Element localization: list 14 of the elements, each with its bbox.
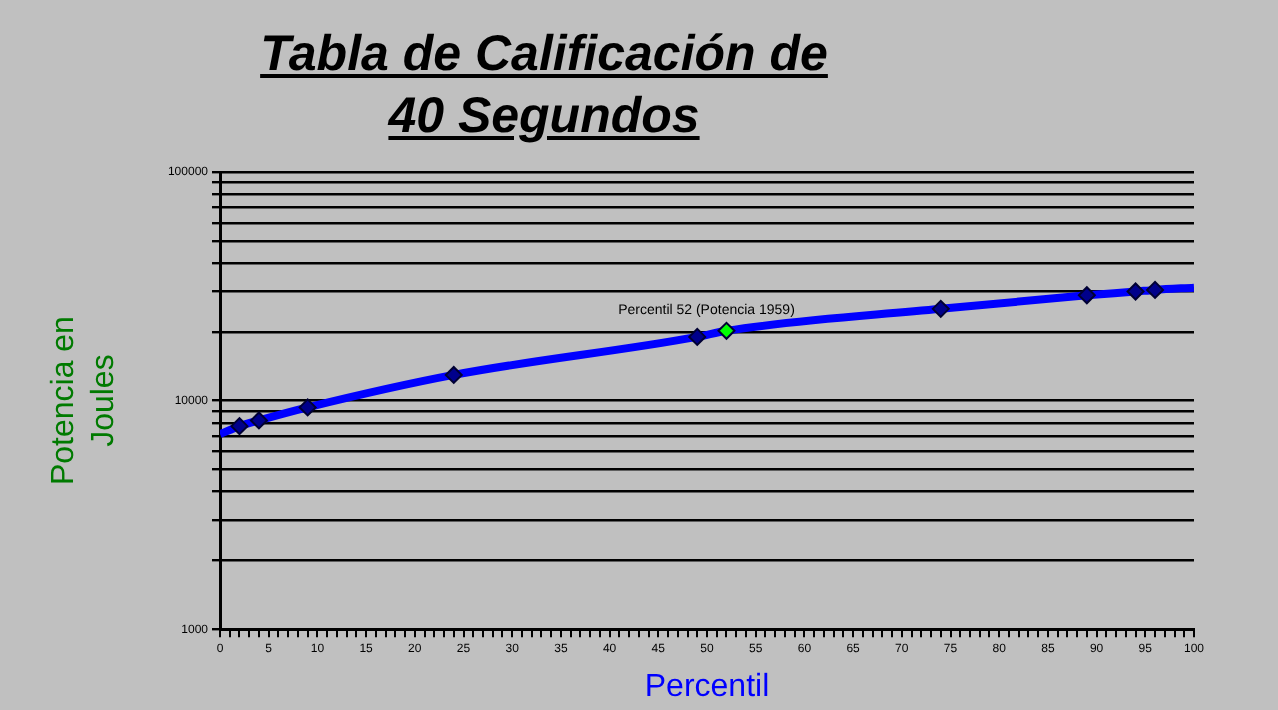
point (230, 417, 249, 436)
x-axis-title: Percentil (644, 669, 770, 704)
point (1077, 286, 1096, 305)
y-axis-title: Potencia en Joules (46, 316, 121, 486)
point (688, 327, 707, 346)
point (1126, 282, 1145, 301)
point (1146, 280, 1165, 299)
point (249, 411, 268, 430)
chart-title: Tabla de Calificación de 40 Segundos (258, 24, 830, 148)
point (444, 365, 463, 384)
point (298, 398, 317, 417)
line-series (220, 283, 1194, 439)
point (717, 321, 736, 340)
point (931, 299, 950, 318)
